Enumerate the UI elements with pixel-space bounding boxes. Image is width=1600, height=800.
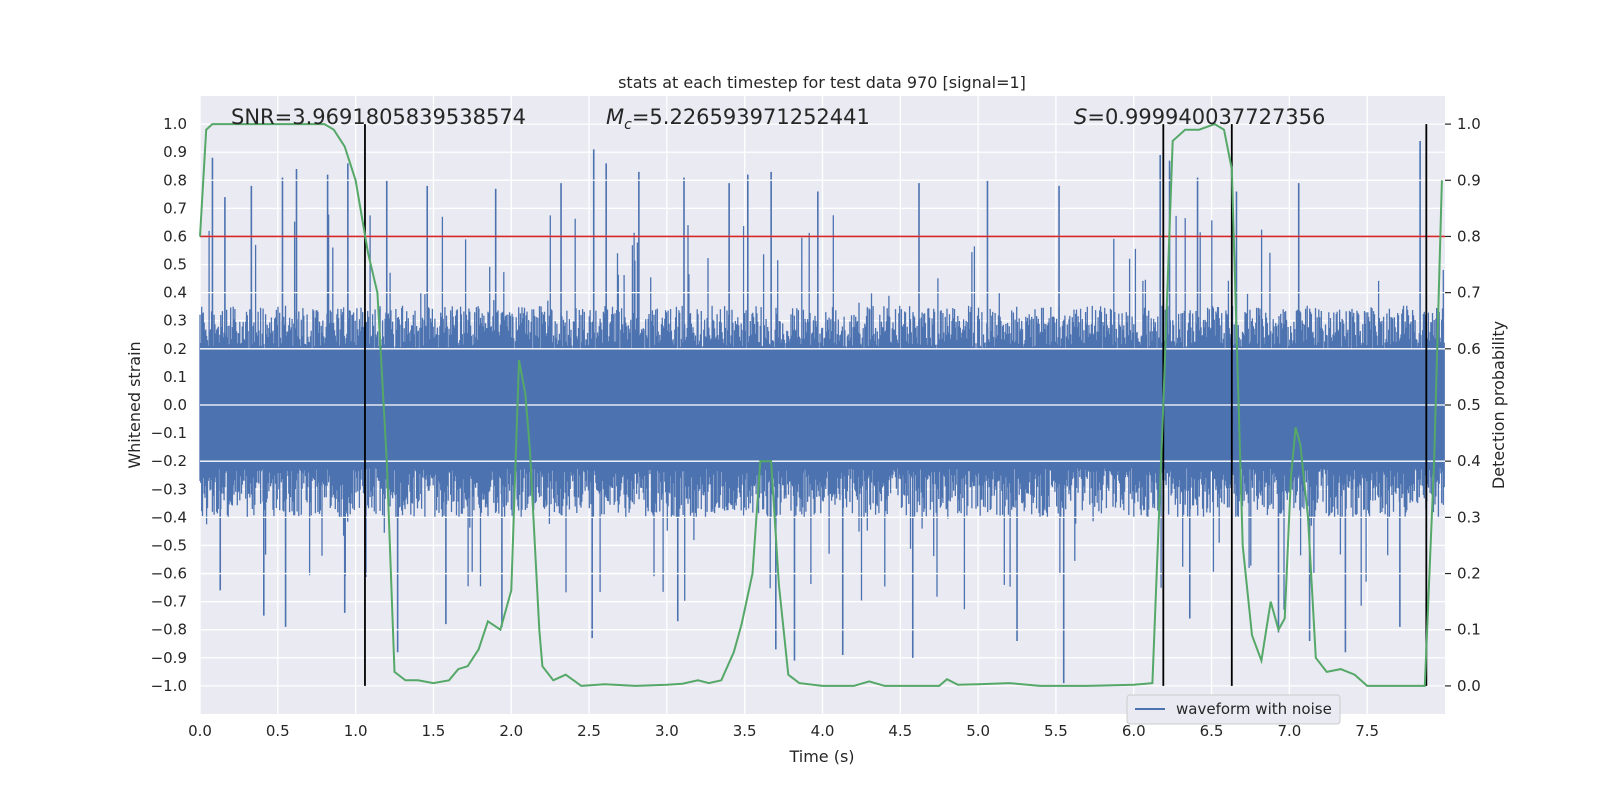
score-value: =0.999940037727356 <box>1087 105 1325 129</box>
y2-tick-label: 0.1 <box>1457 621 1481 639</box>
y-tick-label: −0.8 <box>151 621 187 639</box>
legend: waveform with noise <box>1126 694 1341 725</box>
y2-tick-label: 0.0 <box>1457 677 1481 695</box>
y-tick-label: 1.0 <box>163 115 187 133</box>
y2-tick-label: 0.5 <box>1457 396 1481 414</box>
y-tick-label: −0.9 <box>151 649 187 667</box>
y-tick-label: −0.5 <box>151 536 187 554</box>
legend-box <box>1126 694 1341 725</box>
y2-tick-label: 0.4 <box>1457 452 1481 470</box>
y2-tick-label: 0.2 <box>1457 565 1481 583</box>
probability-line <box>199 122 1443 687</box>
legend-label: waveform with noise <box>1176 700 1332 718</box>
y-tick-label: 0.6 <box>163 227 187 245</box>
y2-tick-label: 0.6 <box>1457 340 1481 358</box>
score-symbol: S <box>1074 105 1087 129</box>
y-axis-ticks: 1.0 0.9 0.8 0.7 0.6 0.5 0.4 0.3 0.2 0.1 0.0 −0.1 −0.… <box>151 115 187 695</box>
probability-series <box>199 122 1443 687</box>
y-tick-label: 0.8 <box>163 171 187 189</box>
x-tick-label: 1.0 <box>344 722 368 740</box>
y-tick-label: 0.0 <box>163 396 187 414</box>
x-tick-label: 3.5 <box>733 722 757 740</box>
y2-tick-label: 1.0 <box>1457 115 1481 133</box>
snr-annotation: SNR=3.9691805839538574 <box>231 105 526 129</box>
y-tick-label: 0.4 <box>163 284 187 302</box>
y2-axis-label: Detection probability <box>1489 321 1508 489</box>
x-tick-label: 4.0 <box>811 722 835 740</box>
x-tick-label: 6.0 <box>1122 722 1146 740</box>
y-tick-label: 0.7 <box>163 199 187 217</box>
y-tick-label: −1.0 <box>151 677 187 695</box>
chirp-mass-annotation: Mc=5.226593971252441 <box>606 105 870 133</box>
y2-tick-label: 0.7 <box>1457 284 1481 302</box>
y2-tick-label: 0.9 <box>1457 171 1481 189</box>
y-tick-label: 0.3 <box>163 312 187 330</box>
y-axis-label: Whitened strain <box>125 341 144 468</box>
y-tick-label: −0.1 <box>151 424 187 442</box>
y2-axis-ticks: 1.0 0.9 0.8 0.7 0.6 0.5 0.4 0.3 0.2 0.1 0.0 <box>1445 115 1481 695</box>
strain-noise-band <box>199 214 1445 610</box>
y-tick-label: −0.2 <box>151 452 187 470</box>
x-tick-label: 0.5 <box>266 722 290 740</box>
chirp-mass-value: =5.226593971252441 <box>632 105 870 129</box>
x-axis-ticks: 0.0 0.5 1.0 1.5 2.0 2.5 3.0 3.5 4.0 4.5 5.0 5.5 6.0 6… <box>188 722 1379 740</box>
x-tick-label: 7.0 <box>1277 722 1301 740</box>
y-tick-label: 0.2 <box>163 340 187 358</box>
chirp-mass-symbol: M <box>606 105 624 129</box>
y-tick-label: −0.6 <box>151 565 187 583</box>
x-tick-label: 3.0 <box>655 722 679 740</box>
x-axis-label: Time (s) <box>788 747 854 766</box>
detection-vlines <box>364 124 1428 686</box>
x-tick-label: 2.5 <box>577 722 601 740</box>
y-tick-label: 0.9 <box>163 143 187 161</box>
y2-tick-label: 0.3 <box>1457 508 1481 526</box>
score-annotation: S=0.999940037727356 <box>1074 105 1325 129</box>
x-tick-label: 4.5 <box>888 722 912 740</box>
x-tick-label: 5.0 <box>966 722 990 740</box>
y-tick-label: 0.5 <box>163 256 187 274</box>
x-tick-label: 5.5 <box>1044 722 1068 740</box>
x-tick-label: 2.0 <box>499 722 523 740</box>
y-tick-label: −0.4 <box>151 508 187 526</box>
chart-title: stats at each timestep for test data 970… <box>618 73 1026 92</box>
x-tick-label: 0.0 <box>188 722 212 740</box>
x-tick-label: 6.5 <box>1200 722 1224 740</box>
y-tick-label: −0.3 <box>151 480 187 498</box>
chirp-mass-subscript: c <box>624 117 632 133</box>
x-tick-label: 7.5 <box>1355 722 1379 740</box>
x-tick-label: 1.5 <box>422 722 446 740</box>
y-tick-label: −0.7 <box>151 593 187 611</box>
y2-tick-label: 0.8 <box>1457 227 1481 245</box>
y-tick-label: 0.1 <box>163 368 187 386</box>
